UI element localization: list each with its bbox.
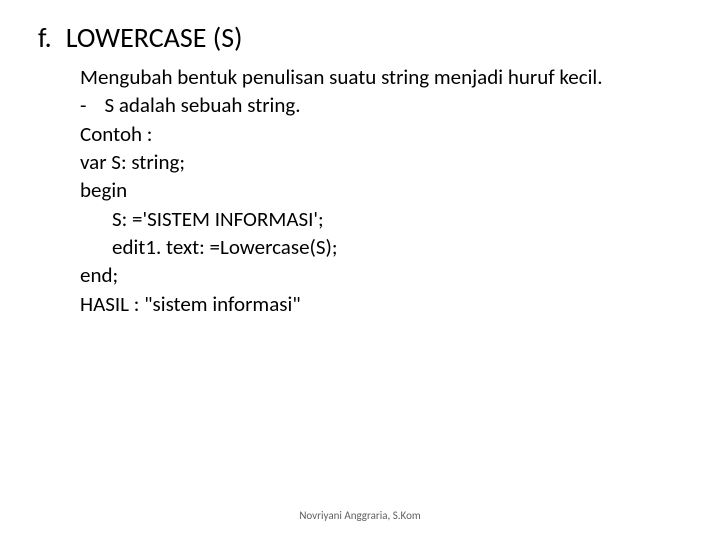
assign-line: S: ='SISTEM INFORMASI'; [112,205,690,233]
list-letter: f. [38,20,52,55]
heading-title: LOWERCASE (S) [66,20,243,55]
hasil-line: HASIL : "sistem informasi" [80,290,690,318]
bullet-row: - S adalah sebuah string. [80,91,690,119]
edit-line: edit1. text: =Lowercase(S); [112,233,690,261]
footer-author: Novriyani Anggraria, S.Kom [0,509,720,522]
heading-row: f. LOWERCASE (S) [38,20,690,55]
end-line: end; [80,261,690,289]
description-line: Mengubah bentuk penulisan suatu string m… [80,63,690,91]
body-block: Mengubah bentuk penulisan suatu string m… [80,63,690,318]
var-line: var S: string; [80,148,690,176]
bullet-dash: - [80,91,86,119]
bullet-text: S adalah sebuah string. [104,91,300,119]
begin-line: begin [80,176,690,204]
contoh-line: Contoh : [80,120,690,148]
